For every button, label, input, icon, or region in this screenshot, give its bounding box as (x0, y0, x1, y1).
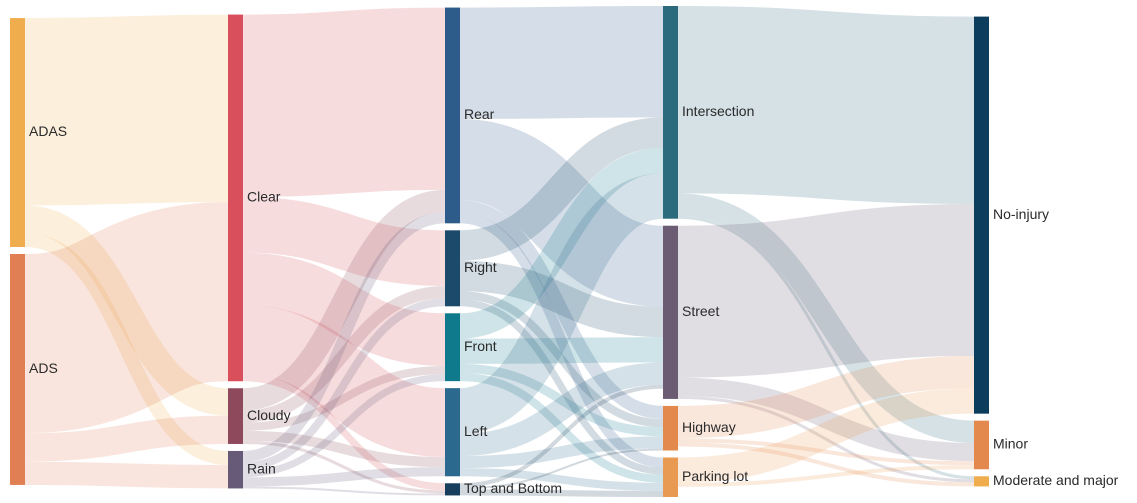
node-label-street: Street (682, 303, 719, 319)
node-moderate-and-major (974, 476, 989, 487)
link-parking-lot-to-no-injury (677, 388, 975, 483)
node-street (663, 225, 678, 399)
node-cloudy (228, 388, 243, 444)
link-rain-to-rear (242, 212, 446, 463)
node-rain (228, 450, 243, 489)
link-rain-to-top-and-bottom (242, 486, 446, 496)
link-intersection-to-minor (677, 193, 975, 443)
node-parking-lot (663, 457, 678, 497)
link-right-to-street (459, 260, 664, 338)
link-street-to-moderate-and-major (677, 395, 975, 483)
link-left-to-intersection (457, 173, 666, 434)
link-ads-to-cloudy (24, 415, 229, 462)
link-clear-to-right (242, 196, 446, 287)
link-ads-to-clear (22, 201, 231, 434)
link-cloudy-to-top-and-bottom (242, 440, 446, 494)
node-minor (974, 420, 989, 470)
node-rear (445, 7, 460, 224)
link-top-and-bottom-to-highway (459, 448, 664, 490)
link-street-to-no-injury (677, 203, 975, 378)
link-highway-to-no-injury (677, 355, 975, 439)
node-left (445, 388, 460, 477)
node-label-no-injury: No-injury (993, 206, 1049, 222)
node-label-rain: Rain (247, 460, 276, 476)
link-top-and-bottom-to-parking-lot (459, 489, 664, 497)
link-intersection-to-moderate-and-major (677, 215, 975, 480)
link-adas-to-rain (24, 232, 229, 466)
link-rear-to-street (457, 118, 666, 307)
link-street-to-minor (677, 377, 975, 462)
link-rain-to-left (242, 467, 446, 487)
link-left-to-street (459, 362, 664, 457)
node-front (445, 313, 460, 382)
link-clear-to-rear (242, 7, 446, 197)
node-highway (663, 405, 678, 451)
node-label-front: Front (464, 338, 497, 354)
link-cloudy-to-front (242, 365, 446, 431)
link-adas-to-clear (24, 14, 229, 206)
link-top-and-bottom-to-street (459, 384, 664, 488)
link-left-to-parking-lot (459, 468, 664, 491)
node-label-adas: ADAS (29, 123, 67, 139)
labels-layer: ADAS ADS Clear Cloudy Rain Rear Right Front Left… (29, 103, 1119, 496)
link-right-to-intersection (459, 117, 664, 261)
link-cloudy-to-left (242, 430, 446, 468)
link-highway-to-minor (677, 438, 975, 466)
link-rear-to-highway (459, 200, 664, 420)
link-clear-to-left (241, 305, 447, 458)
links-layer (22, 6, 975, 497)
link-parking-lot-to-minor (677, 465, 975, 487)
link-adas-to-cloudy (24, 205, 229, 416)
link-front-to-street (459, 337, 664, 364)
link-clear-to-front (242, 252, 446, 366)
node-no-injury (974, 16, 989, 414)
link-rear-to-intersection (459, 6, 664, 119)
node-label-right: Right (464, 259, 497, 275)
link-ads-to-rain (24, 461, 229, 489)
node-label-moderate-and-major: Moderate and major (993, 472, 1119, 488)
node-label-left: Left (464, 423, 487, 439)
link-front-to-intersection (459, 147, 664, 339)
link-cloudy-to-rear (242, 189, 446, 411)
link-right-to-parking-lot (459, 299, 664, 475)
link-rear-to-parking-lot (459, 213, 664, 468)
link-intersection-to-no-injury (677, 6, 975, 204)
link-front-to-parking-lot (459, 373, 664, 483)
node-label-cloudy: Cloudy (247, 407, 291, 423)
node-label-ads: ADS (29, 360, 58, 376)
node-clear (228, 14, 243, 382)
node-label-highway: Highway (682, 419, 736, 435)
link-highway-to-moderate-and-major (677, 442, 975, 487)
link-left-to-highway (459, 436, 664, 469)
nodes-layer (10, 6, 989, 497)
link-right-to-highway (459, 291, 664, 428)
node-label-rear: Rear (464, 106, 495, 122)
link-cloudy-to-right (242, 286, 446, 423)
node-label-clear: Clear (247, 189, 281, 205)
link-rain-to-right (242, 298, 446, 471)
node-right (445, 230, 460, 307)
node-ads (10, 253, 25, 485)
node-label-top-and-bottom: Top and Bottom (464, 480, 562, 496)
node-adas (10, 18, 25, 247)
node-intersection (663, 6, 678, 219)
node-label-parking-lot: Parking lot (682, 468, 748, 484)
node-top-and-bottom (445, 483, 460, 496)
node-label-minor: Minor (993, 436, 1028, 452)
link-rain-to-front (242, 374, 446, 478)
link-clear-to-top-and-bottom (242, 374, 446, 491)
link-front-to-highway (459, 363, 664, 437)
node-label-intersection: Intersection (682, 103, 754, 119)
